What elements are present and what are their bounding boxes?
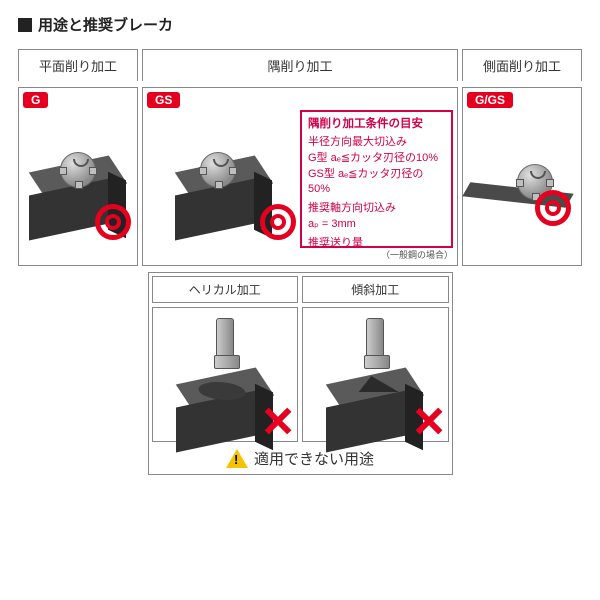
ng-icon bbox=[263, 407, 291, 435]
ok-icon bbox=[260, 204, 296, 240]
row1-headers: 平面削り加工 隅削り加工 側面削り加工 bbox=[18, 49, 582, 81]
col-side-header: 側面削り加工 bbox=[462, 49, 582, 81]
square-bullet-icon bbox=[18, 18, 32, 32]
section-title: 用途と推奨ブレーカ bbox=[18, 14, 582, 35]
conditions-title: 隅削り加工条件の目安 bbox=[308, 116, 445, 133]
ok-icon bbox=[535, 190, 571, 226]
conditions-box: 隅削り加工条件の目安 半径方向最大切込み G型 aₑ≦カッタ刃径の10% GS型… bbox=[300, 110, 453, 248]
illus-helical bbox=[157, 312, 294, 437]
cell-ramp bbox=[302, 307, 449, 442]
cell-face: G bbox=[18, 87, 138, 266]
cond-line: GS型 aₑ≦カッタ刃径の50% bbox=[308, 167, 445, 199]
warn-label: 適用できない用途 bbox=[254, 448, 374, 469]
cond-line: 推奨軸方向切込み bbox=[308, 201, 445, 217]
ok-icon bbox=[95, 204, 131, 240]
cell-helical bbox=[152, 307, 299, 442]
col-face-header: 平面削り加工 bbox=[18, 49, 138, 81]
cond-line: 推奨送り量 bbox=[308, 236, 445, 248]
illus-side bbox=[467, 110, 577, 248]
badge-pocket: GS bbox=[147, 92, 180, 108]
cell-side: G/GS bbox=[462, 87, 582, 266]
cond-line: G型 aₑ≦カッタ刃径の10% bbox=[308, 151, 445, 167]
illus-face bbox=[23, 110, 133, 248]
row1-bodies: G GS 隅削り加工条件の目安 bbox=[18, 87, 582, 266]
unsuitable-frame: ヘリカル加工 傾斜加工 適用 bbox=[148, 272, 453, 475]
warning-icon bbox=[226, 449, 248, 468]
badge-face: G bbox=[23, 92, 48, 108]
col-ramp-header: 傾斜加工 bbox=[302, 276, 449, 303]
ng-icon bbox=[414, 407, 442, 435]
cell-pocket: GS 隅削り加工条件の目安 半径方向最大切込み G型 aₑ≦カッタ刃径の10% … bbox=[142, 87, 458, 266]
illus-ramp bbox=[307, 312, 444, 437]
col-pocket-header: 隅削り加工 bbox=[142, 49, 458, 81]
conditions-note: （一般鋼の場合） bbox=[147, 248, 453, 261]
cond-line: 半径方向最大切込み bbox=[308, 135, 445, 151]
illus-pocket bbox=[147, 110, 300, 248]
badge-side: G/GS bbox=[467, 92, 513, 108]
col-helical-header: ヘリカル加工 bbox=[152, 276, 299, 303]
cond-line: aₚ = 3mm bbox=[308, 217, 445, 233]
section-title-text: 用途と推奨ブレーカ bbox=[38, 14, 173, 35]
